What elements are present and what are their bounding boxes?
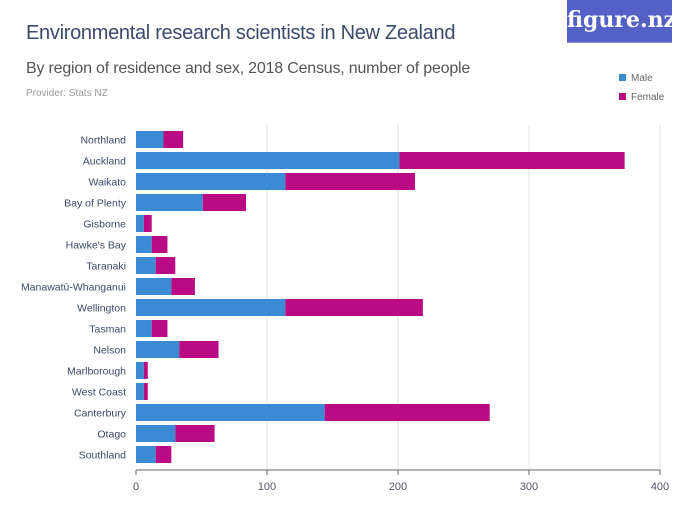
- x-tick-label: 200: [389, 481, 407, 493]
- category-label: Tasman: [89, 324, 126, 336]
- provider-note: Provider: Stats NZ: [26, 88, 108, 99]
- legend-swatch-female: [619, 93, 626, 100]
- bar-female: [143, 362, 148, 379]
- bar-male: [136, 215, 144, 232]
- bar-female: [151, 236, 168, 253]
- x-tick-label: 300: [520, 481, 538, 493]
- category-label: Nelson: [93, 345, 126, 357]
- bar-male: [136, 173, 286, 190]
- bar-female: [151, 320, 168, 337]
- category-label: Wellington: [77, 303, 126, 315]
- bar-female: [171, 278, 195, 295]
- bar-male: [136, 257, 156, 274]
- bar-male: [136, 425, 176, 442]
- bar-female: [399, 152, 625, 169]
- chart-title: Environmental research scientists in New…: [26, 22, 456, 44]
- legend-label-female: Female: [631, 92, 665, 103]
- bar-female: [143, 383, 148, 400]
- bar-male: [136, 236, 152, 253]
- bar-female: [143, 215, 152, 232]
- bar-female: [155, 257, 176, 274]
- figure-nz-logo[interactable]: figure.nz: [567, 0, 676, 43]
- bar-male: [136, 446, 156, 463]
- category-label: Canterbury: [74, 408, 127, 420]
- bar-male: [136, 341, 180, 358]
- category-label: Bay of Plenty: [64, 198, 127, 210]
- legend-label-male: Male: [631, 73, 653, 84]
- category-label: Southland: [79, 450, 126, 462]
- category-label: Waikato: [88, 177, 126, 189]
- bar-male: [136, 362, 144, 379]
- bar-female: [155, 446, 172, 463]
- bar-female: [175, 425, 215, 442]
- category-label: Gisborne: [83, 219, 126, 231]
- category-label: Manawatū-Whanganui: [21, 282, 126, 294]
- bar-male: [136, 299, 286, 316]
- bar-male: [136, 383, 144, 400]
- bar-female: [179, 341, 219, 358]
- legend-swatch-male: [619, 74, 626, 81]
- category-label: Hawke's Bay: [66, 240, 127, 252]
- category-label: Marlborough: [67, 366, 126, 378]
- category-label: Auckland: [83, 156, 126, 168]
- x-tick-label: 100: [258, 481, 276, 493]
- bar-male: [136, 404, 325, 421]
- bar-male: [136, 131, 164, 148]
- bar-female: [163, 131, 184, 148]
- x-tick-label: 0: [133, 481, 139, 493]
- category-label: Taranaki: [86, 261, 126, 273]
- bar-male: [136, 278, 172, 295]
- category-label: West Coast: [72, 387, 126, 399]
- bar-male: [136, 320, 152, 337]
- legend-female: Female: [619, 92, 664, 103]
- category-label: Otago: [97, 429, 126, 441]
- bar-female: [285, 173, 416, 190]
- chart-subtitle: By region of residence and sex, 2018 Cen…: [26, 60, 471, 77]
- category-label: Northland: [80, 135, 126, 147]
- bar-female: [202, 194, 247, 211]
- bar-male: [136, 194, 203, 211]
- bar-female: [324, 404, 490, 421]
- bar-female: [285, 299, 423, 316]
- legend-male: Male: [619, 73, 653, 84]
- bar-male: [136, 152, 400, 169]
- x-tick-label: 400: [651, 481, 669, 493]
